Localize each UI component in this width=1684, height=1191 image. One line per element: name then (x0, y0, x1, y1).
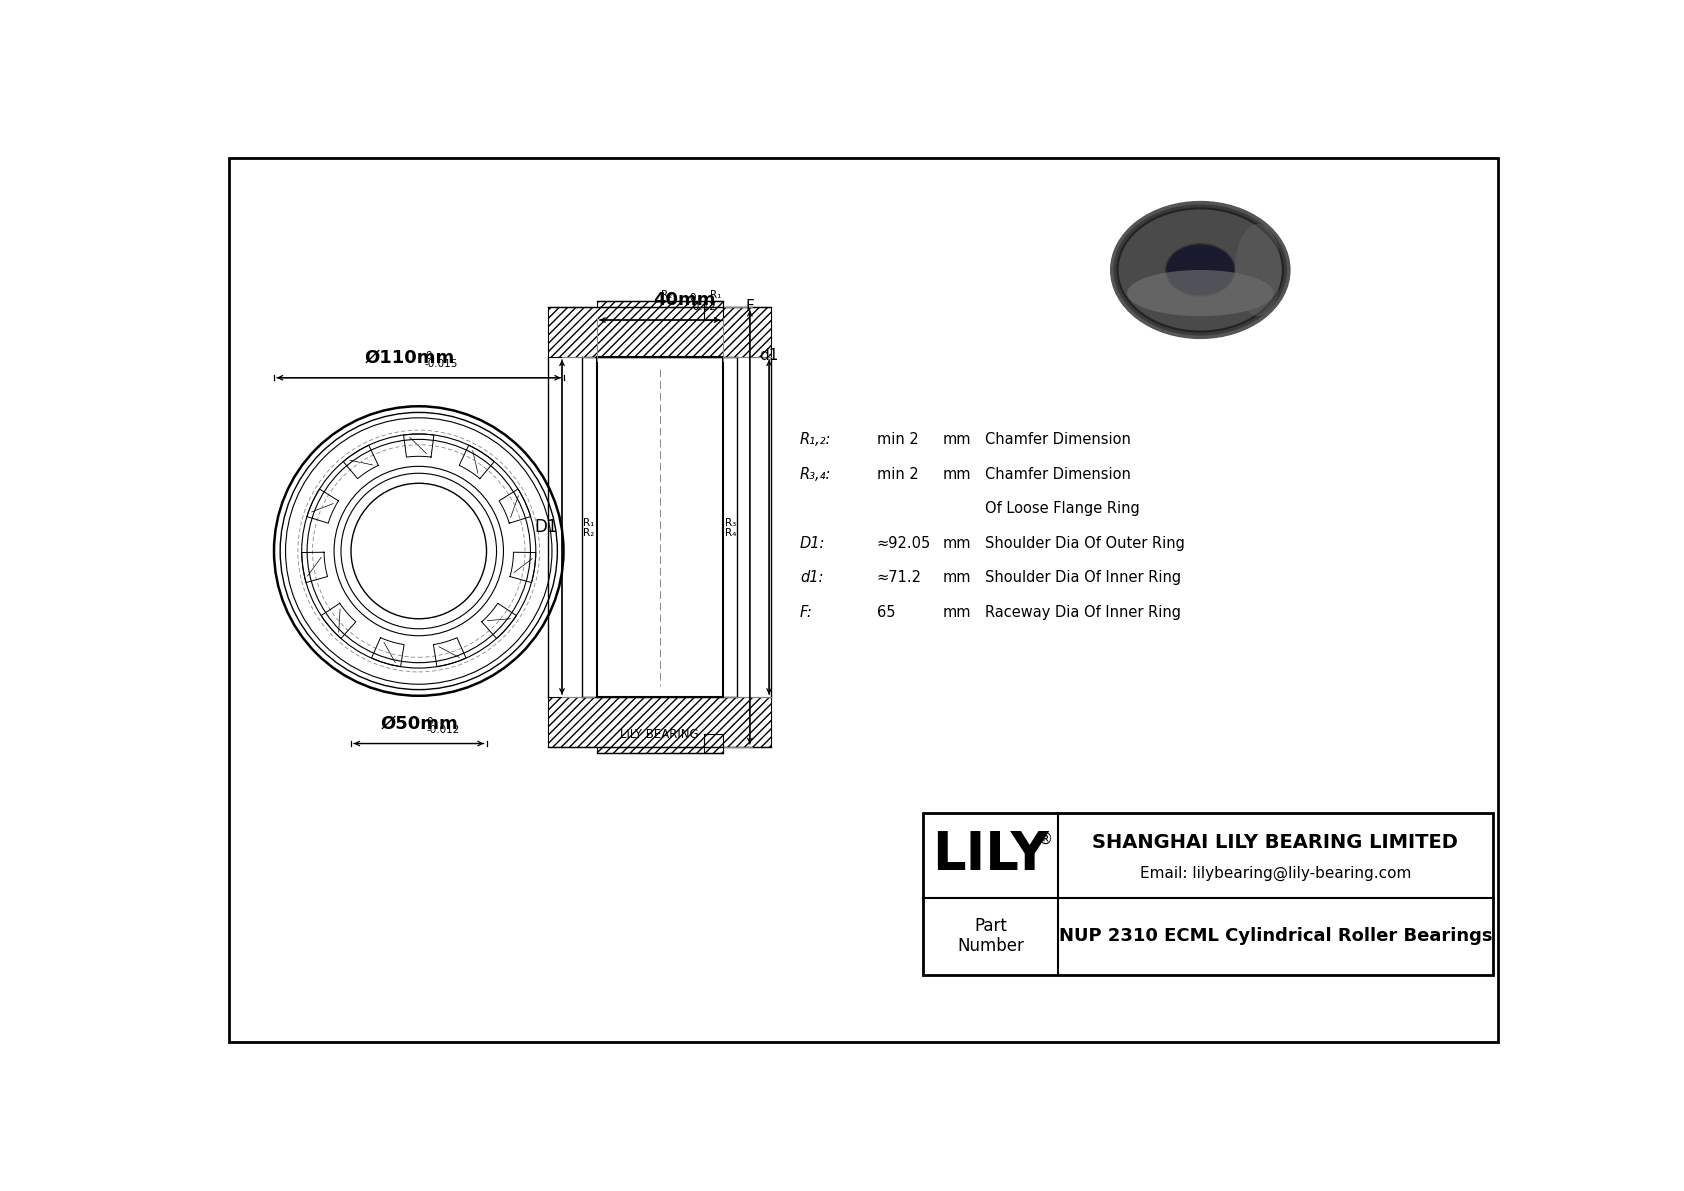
Text: R₂: R₂ (583, 529, 594, 538)
Bar (704, 735, 722, 753)
Text: ®: ® (1039, 833, 1054, 847)
Text: mm: mm (943, 432, 972, 447)
Bar (596, 301, 722, 357)
Bar (704, 301, 722, 320)
Text: ≈71.2: ≈71.2 (877, 570, 921, 586)
Text: -0.12: -0.12 (690, 301, 717, 312)
Text: F: F (746, 299, 754, 313)
Text: R₃: R₃ (726, 518, 736, 529)
Text: SHANGHAI LILY BEARING LIMITED: SHANGHAI LILY BEARING LIMITED (1093, 833, 1458, 852)
Bar (596, 697, 722, 753)
Text: d1: d1 (759, 348, 778, 363)
Bar (549, 307, 771, 357)
Bar (549, 697, 771, 747)
Text: Shoulder Dia Of Inner Ring: Shoulder Dia Of Inner Ring (985, 570, 1180, 586)
Text: F:: F: (800, 605, 813, 621)
Text: D1: D1 (534, 518, 557, 536)
Text: d1:: d1: (800, 570, 823, 586)
Bar (704, 301, 722, 320)
Bar (549, 697, 771, 747)
Text: D1:: D1: (800, 536, 825, 550)
Text: mm: mm (943, 605, 972, 621)
Text: Email: lilybearing@lily-bearing.com: Email: lilybearing@lily-bearing.com (1140, 866, 1411, 881)
Ellipse shape (1165, 244, 1234, 297)
Bar (596, 697, 722, 753)
Text: mm: mm (943, 570, 972, 586)
Text: R₃,₄:: R₃,₄: (800, 467, 832, 481)
Ellipse shape (1127, 270, 1273, 316)
Text: Ø50mm: Ø50mm (381, 715, 458, 732)
Text: Chamfer Dimension: Chamfer Dimension (985, 467, 1130, 481)
Text: R₁: R₁ (711, 289, 721, 300)
Text: Ø110mm: Ø110mm (365, 349, 455, 367)
Text: LILY BEARING: LILY BEARING (620, 728, 699, 741)
Text: 0: 0 (426, 717, 433, 727)
Text: 0: 0 (690, 293, 695, 303)
Text: Chamfer Dimension: Chamfer Dimension (985, 432, 1130, 447)
Text: Of Loose Flange Ring: Of Loose Flange Ring (985, 501, 1140, 516)
Text: Part
Number: Part Number (957, 917, 1024, 955)
Text: R₁: R₁ (583, 518, 594, 529)
Text: min 2: min 2 (877, 432, 919, 447)
Bar (704, 735, 722, 753)
Bar (923, 812, 1494, 974)
Text: LILY: LILY (933, 829, 1049, 881)
Text: 40mm: 40mm (653, 292, 716, 310)
Ellipse shape (1118, 208, 1283, 331)
Text: -0.015: -0.015 (424, 360, 458, 369)
Ellipse shape (1234, 224, 1282, 316)
Text: -0.012: -0.012 (426, 725, 460, 735)
Text: mm: mm (943, 536, 972, 550)
Text: Shoulder Dia Of Outer Ring: Shoulder Dia Of Outer Ring (985, 536, 1184, 550)
Bar (549, 307, 771, 357)
Text: NUP 2310 ECML Cylindrical Roller Bearings: NUP 2310 ECML Cylindrical Roller Bearing… (1059, 927, 1492, 944)
Ellipse shape (1111, 202, 1288, 337)
Text: 65: 65 (877, 605, 896, 621)
Text: R₄: R₄ (726, 529, 736, 538)
Text: min 2: min 2 (877, 467, 919, 481)
Text: Raceway Dia Of Inner Ring: Raceway Dia Of Inner Ring (985, 605, 1180, 621)
Text: ≈92.05: ≈92.05 (877, 536, 931, 550)
Text: mm: mm (943, 467, 972, 481)
Text: R₁,₂:: R₁,₂: (800, 432, 832, 447)
Bar (596, 301, 722, 357)
Text: R₂: R₂ (662, 289, 672, 300)
Text: 0: 0 (424, 351, 431, 361)
